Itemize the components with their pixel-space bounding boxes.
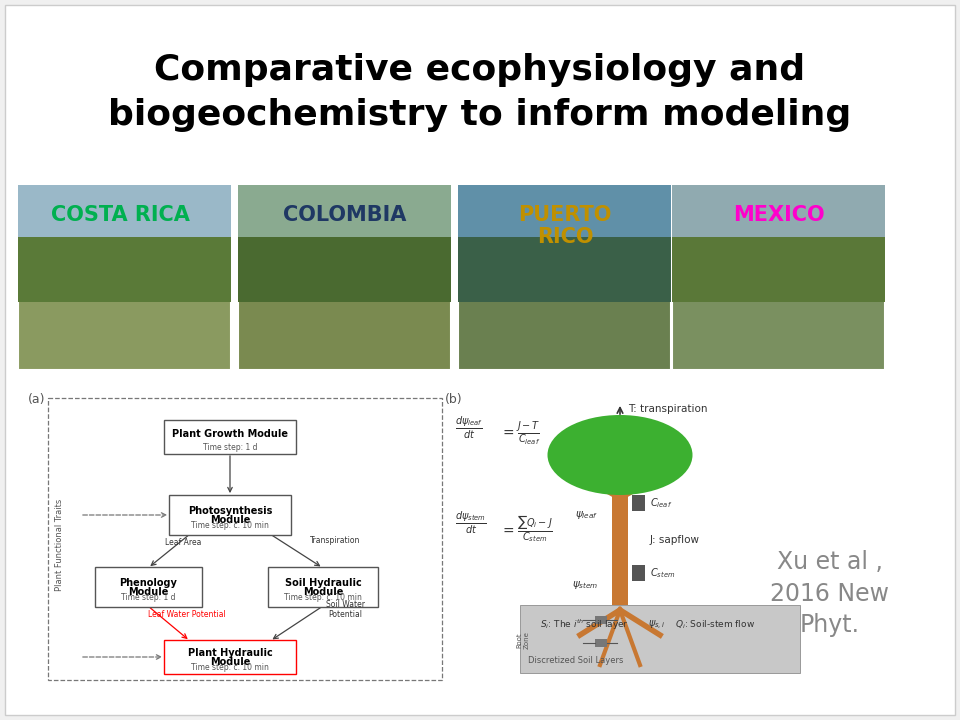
Text: $Q_i$: Soil-stem flow: $Q_i$: Soil-stem flow <box>675 618 755 631</box>
Text: COLOMBIA: COLOMBIA <box>283 205 407 225</box>
Text: Soil Hydraulic: Soil Hydraulic <box>284 578 361 588</box>
FancyBboxPatch shape <box>5 5 955 715</box>
Text: Soil Water
Potential: Soil Water Potential <box>325 600 365 619</box>
FancyBboxPatch shape <box>164 420 296 454</box>
Text: Time step: 1 d: Time step: 1 d <box>121 593 176 601</box>
Text: Time step: c. 10 min: Time step: c. 10 min <box>191 521 269 529</box>
FancyBboxPatch shape <box>238 185 451 256</box>
Text: Module: Module <box>302 587 343 597</box>
Text: Photosynthesis: Photosynthesis <box>188 506 273 516</box>
Text: $\frac{d\psi_{stem}}{dt}$: $\frac{d\psi_{stem}}{dt}$ <box>455 510 487 536</box>
Text: Xu et al ,
2016 New
Phyt.: Xu et al , 2016 New Phyt. <box>771 550 890 637</box>
FancyBboxPatch shape <box>458 185 671 256</box>
Text: Leaf Water Potential: Leaf Water Potential <box>148 610 226 619</box>
FancyBboxPatch shape <box>238 237 451 302</box>
Text: Module: Module <box>210 515 251 525</box>
Text: $\psi_{s,i}$: $\psi_{s,i}$ <box>648 618 665 631</box>
Text: $C_{leaf}$: $C_{leaf}$ <box>650 496 672 510</box>
FancyBboxPatch shape <box>164 640 296 674</box>
Text: Time step: 1 d: Time step: 1 d <box>203 443 257 451</box>
FancyBboxPatch shape <box>10 385 950 685</box>
FancyBboxPatch shape <box>632 495 645 511</box>
Text: Plant Functional Traits: Plant Functional Traits <box>56 499 64 591</box>
Ellipse shape <box>547 415 692 495</box>
FancyBboxPatch shape <box>458 237 671 302</box>
FancyBboxPatch shape <box>672 185 885 256</box>
FancyBboxPatch shape <box>169 495 291 535</box>
Text: $\psi_{leaf}$: $\psi_{leaf}$ <box>575 509 598 521</box>
FancyBboxPatch shape <box>18 185 231 256</box>
Text: $= \frac{J - T}{C_{leaf}}$: $= \frac{J - T}{C_{leaf}}$ <box>500 420 540 448</box>
Text: Transpiration: Transpiration <box>310 536 360 545</box>
Text: Discretized Soil Layers: Discretized Soil Layers <box>528 656 623 665</box>
Text: Module: Module <box>210 657 251 667</box>
Text: RICO: RICO <box>537 227 593 247</box>
FancyBboxPatch shape <box>632 565 645 581</box>
Text: $= \frac{\sum Q_i - J}{C_{stem}}$: $= \frac{\sum Q_i - J}{C_{stem}}$ <box>500 515 553 545</box>
Text: $C_{stem}$: $C_{stem}$ <box>650 566 675 580</box>
FancyBboxPatch shape <box>672 185 885 370</box>
Text: $\psi_{stem}$: $\psi_{stem}$ <box>572 579 598 591</box>
Text: PUERTO: PUERTO <box>518 205 612 225</box>
Text: Root
Zone: Root Zone <box>516 631 530 649</box>
FancyBboxPatch shape <box>458 185 671 370</box>
Text: Module: Module <box>128 587 168 597</box>
FancyBboxPatch shape <box>94 567 202 607</box>
Text: MEXICO: MEXICO <box>733 205 825 225</box>
Text: biogeochemistry to inform modeling: biogeochemistry to inform modeling <box>108 98 852 132</box>
FancyBboxPatch shape <box>612 485 628 605</box>
Text: Phenology: Phenology <box>119 578 177 588</box>
Text: Plant Growth Module: Plant Growth Module <box>172 429 288 439</box>
FancyBboxPatch shape <box>18 185 231 370</box>
FancyBboxPatch shape <box>18 237 231 302</box>
FancyBboxPatch shape <box>595 639 607 647</box>
Text: (a): (a) <box>28 393 45 406</box>
FancyBboxPatch shape <box>520 605 800 673</box>
Text: $S_i$: The $i^{th}$ soil layer: $S_i$: The $i^{th}$ soil layer <box>540 618 629 632</box>
Text: Comparative ecophysiology and: Comparative ecophysiology and <box>155 53 805 87</box>
Text: Time step: c. 10 min: Time step: c. 10 min <box>191 662 269 672</box>
Text: Time step: c. 10 min: Time step: c. 10 min <box>284 593 362 601</box>
Text: J: sapflow: J: sapflow <box>650 535 700 545</box>
Text: T: transpiration: T: transpiration <box>628 404 708 414</box>
FancyBboxPatch shape <box>238 185 451 370</box>
Text: Leaf Area: Leaf Area <box>165 538 202 547</box>
Text: COSTA RICA: COSTA RICA <box>51 205 189 225</box>
FancyBboxPatch shape <box>595 616 607 624</box>
Text: $\frac{d\psi_{leaf}}{dt}$: $\frac{d\psi_{leaf}}{dt}$ <box>455 415 483 441</box>
FancyBboxPatch shape <box>672 237 885 302</box>
Text: (b): (b) <box>445 393 463 406</box>
Text: Plant Hydraulic: Plant Hydraulic <box>187 648 273 658</box>
FancyBboxPatch shape <box>268 567 378 607</box>
